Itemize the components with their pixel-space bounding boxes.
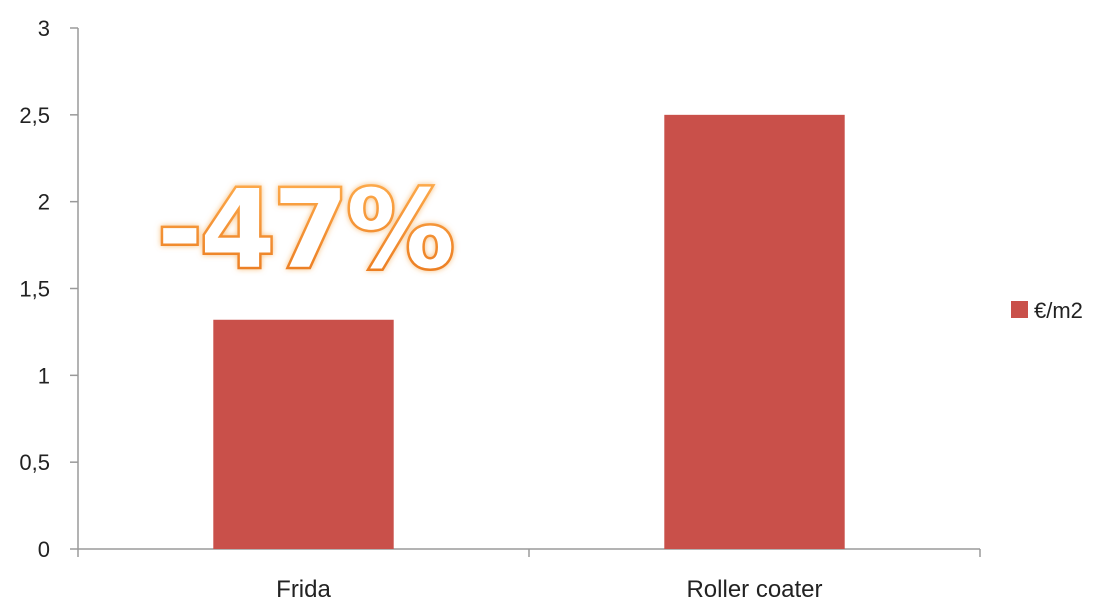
y-tick-label: 2,5: [19, 103, 50, 128]
x-category-label: Frida: [276, 576, 331, 599]
y-axis: 0 0,5 1 1,5 2 2,5 3: [19, 16, 79, 562]
y-tick-label: 0,5: [19, 450, 50, 475]
legend: €/m2: [1011, 298, 1083, 323]
annotation-label: -47%: [157, 168, 452, 293]
bar-frida: [213, 319, 394, 549]
legend-label: €/m2: [1034, 298, 1083, 323]
x-axis: [77, 548, 981, 557]
bars: [213, 114, 845, 549]
x-category-label: Roller coater: [686, 576, 822, 599]
bar-roller-coater: [664, 114, 845, 549]
y-tick-label: 1: [38, 363, 50, 388]
category-labels: Frida Roller coater: [276, 576, 822, 599]
y-tick-label: 2: [38, 190, 50, 215]
y-tick-label: 3: [38, 16, 50, 41]
y-tick-label: 0: [38, 537, 50, 562]
legend-swatch: [1011, 301, 1028, 318]
y-tick-label: 1,5: [19, 277, 50, 302]
